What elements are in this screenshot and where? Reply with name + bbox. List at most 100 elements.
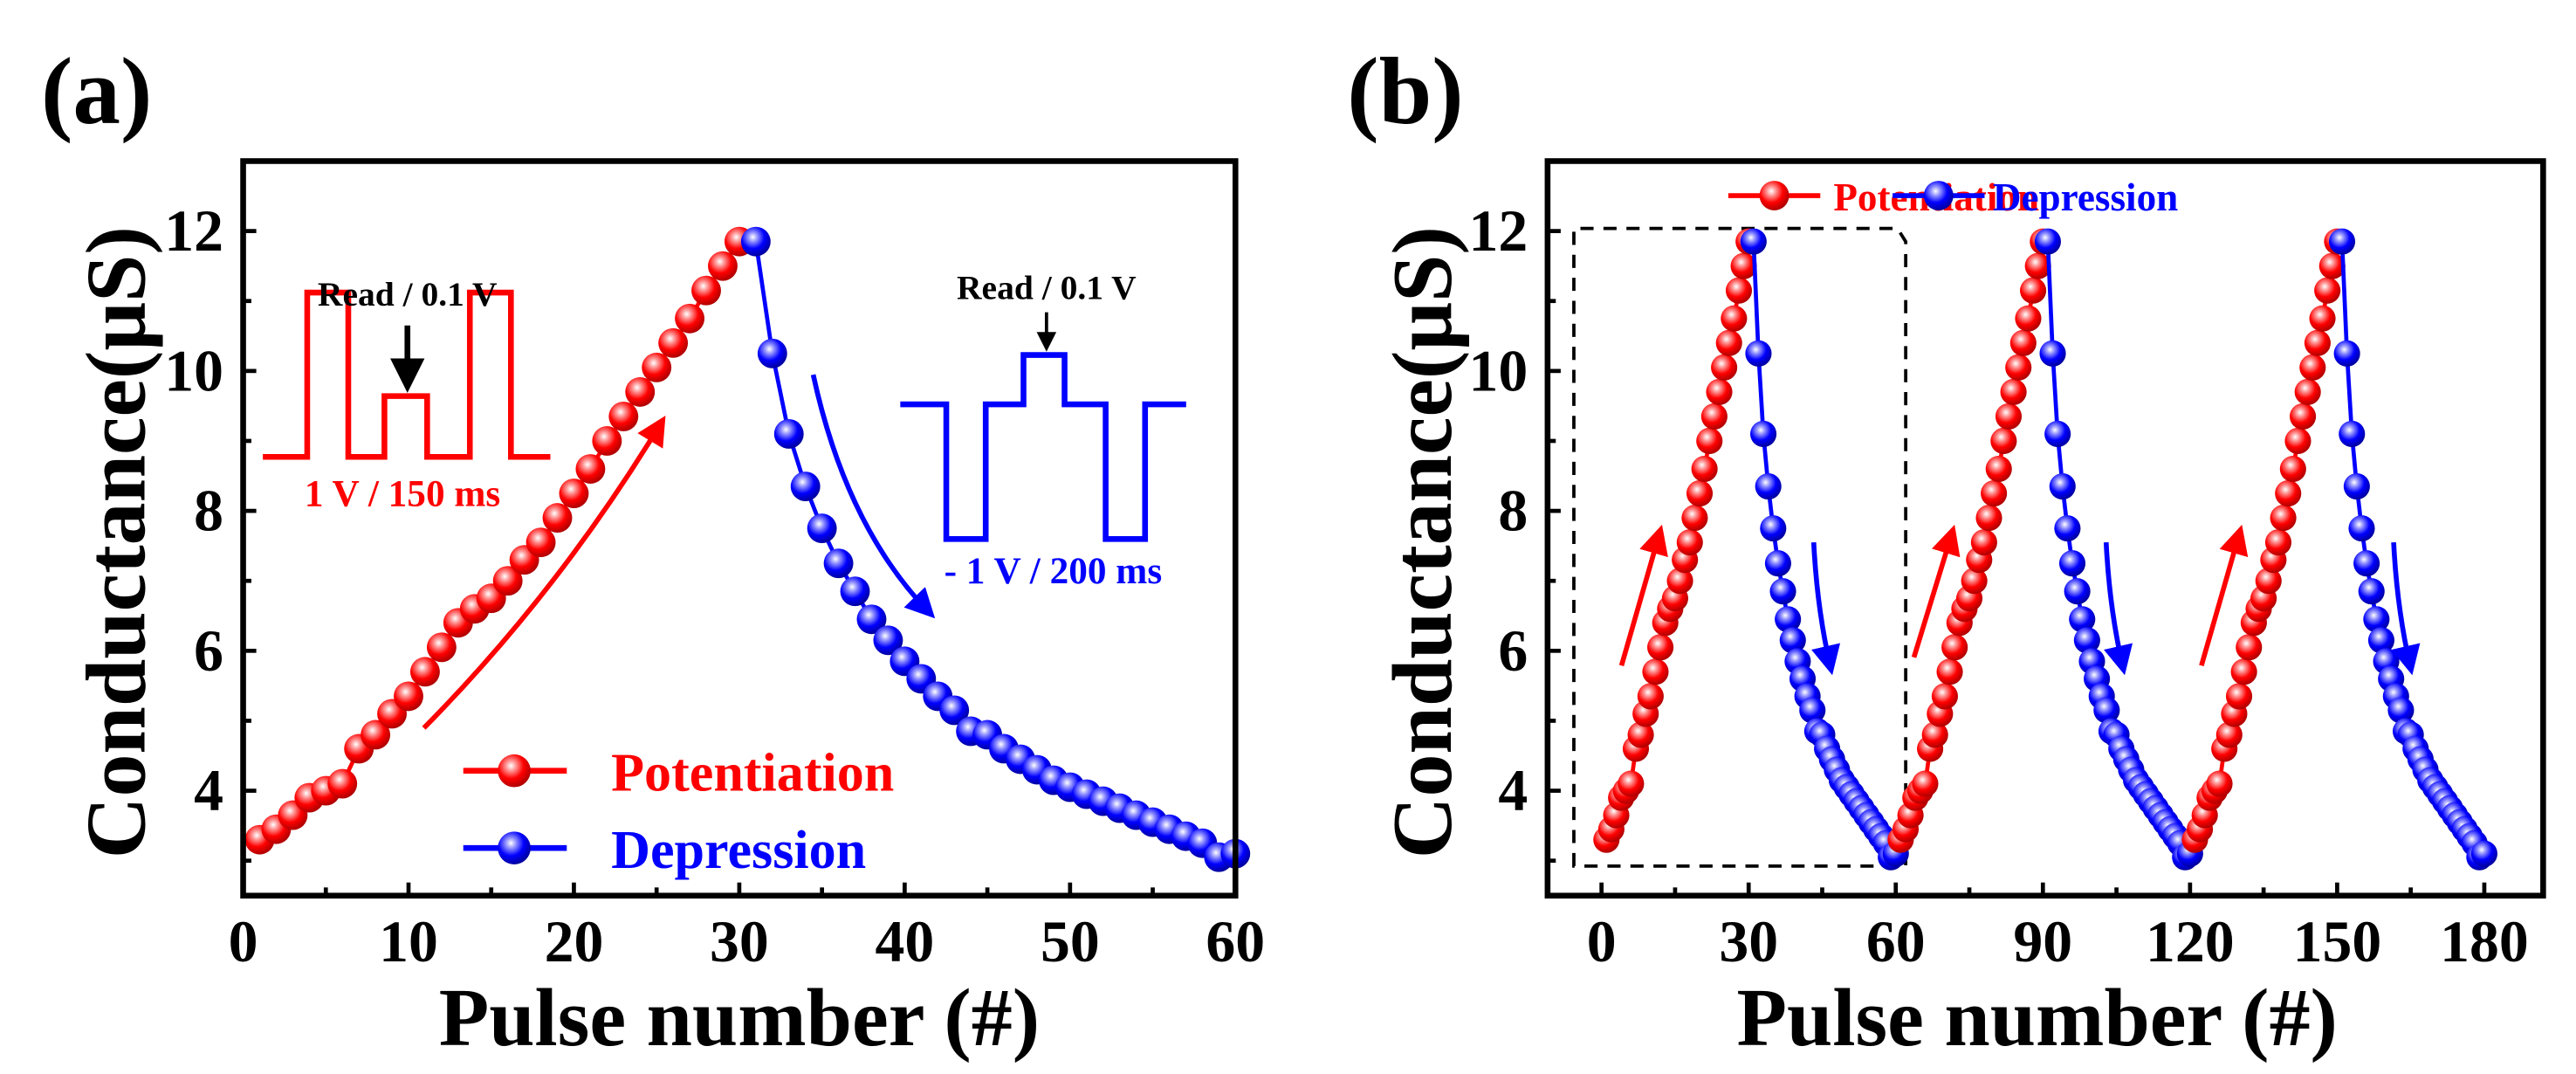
data-point-depression (2353, 550, 2380, 577)
legend-depression-marker (498, 831, 531, 864)
panel-a-plot: 0 10 20 30 40 50 60 4 6 8 10 12 (164, 158, 1265, 974)
potentiation-trend-arrow (1618, 524, 1668, 667)
data-point-potentiation (2005, 354, 2032, 381)
data-point-depression (873, 625, 903, 656)
data-point-depression (773, 419, 804, 449)
data-point-depression (1750, 420, 1777, 448)
panel-b-plot: 0 30 60 90 120 150 180 4 6 8 10 12 (1469, 158, 2546, 974)
data-point-potentiation (1985, 455, 2012, 483)
panel-b-legend: Potentiation Depression (1728, 176, 2178, 219)
data-point-depression (1799, 697, 1826, 724)
data-point-potentiation (1975, 505, 2002, 532)
panel-a-legend: Potentiation Depression (463, 743, 894, 880)
data-point-depression (790, 472, 821, 501)
data-point-potentiation (1696, 427, 1723, 455)
data-point-potentiation (1637, 683, 1664, 710)
data-point-potentiation (2225, 683, 2253, 710)
data-point-potentiation (2024, 252, 2051, 279)
x-tick-label: 30 (1719, 909, 1778, 974)
plot-frame (240, 158, 1239, 899)
data-point-depression (2054, 515, 2081, 542)
legend-b-depression-marker (1923, 181, 1954, 210)
data-point-potentiation (658, 327, 689, 358)
data-point-potentiation (1706, 378, 1733, 405)
data-point-potentiation (492, 566, 523, 596)
first-cycle-dashed-box (1572, 226, 1908, 868)
data-point-potentiation (2015, 305, 2042, 332)
x-tick-label: 10 (379, 909, 438, 974)
data-point-depression (856, 604, 887, 635)
panel-a-label: (a) (41, 38, 152, 144)
data-point-potentiation (1647, 634, 1674, 661)
x-tick-label: 50 (1041, 909, 1100, 974)
data-point-depression (2348, 515, 2375, 542)
y-tick-label: 6 (1498, 618, 1528, 684)
panel-b-label: (b) (1347, 38, 1463, 144)
data-point-depression (2044, 420, 2071, 448)
data-point-depression (2333, 340, 2360, 367)
data-point-potentiation (2279, 455, 2306, 483)
x-tick-label: 40 (875, 909, 934, 974)
x-tick-label: 20 (545, 909, 604, 974)
data-point-depression (1755, 472, 1782, 500)
data-point-potentiation (1627, 721, 1654, 748)
data-point-potentiation (625, 376, 656, 407)
data-point-potentiation (526, 527, 556, 558)
data-point-potentiation (2284, 427, 2312, 455)
x-tick-label: 60 (1866, 909, 1926, 974)
data-point-potentiation (2020, 277, 2047, 304)
data-point-potentiation (2000, 378, 2027, 405)
data-point-potentiation (2230, 658, 2257, 685)
data-point-potentiation (2264, 529, 2292, 556)
data-point-potentiation (2009, 329, 2037, 356)
data-point-depression (1775, 606, 1802, 633)
data-point-potentiation (1618, 770, 1645, 797)
data-point-depression (1779, 627, 1806, 654)
y-tick-label: 4 (1498, 758, 1528, 823)
panel-b-y-title: Conductance(μS) (1376, 226, 1470, 858)
x-tick-label: 180 (2440, 909, 2529, 974)
legend-b-depression-label: Depression (1993, 176, 2178, 219)
pot-pulse-label: 1 V / 150 ms (305, 473, 500, 515)
data-point-potentiation (2270, 505, 2297, 532)
data-point-depression (1760, 515, 1787, 542)
data-point-depression (2064, 578, 2091, 605)
data-point-depression (2387, 697, 2415, 724)
data-point-depression (2328, 228, 2356, 255)
data-point-potentiation (394, 681, 423, 712)
data-point-potentiation (1715, 329, 1742, 356)
data-point-depression (1745, 340, 1772, 367)
data-point-potentiation (1936, 658, 1963, 685)
dep-pulse-waveform (900, 352, 1186, 542)
data-point-depression (2058, 550, 2086, 577)
data-point-depression (823, 548, 854, 579)
data-point-potentiation (1711, 354, 1738, 381)
data-point-depression (2339, 420, 2366, 448)
data-point-potentiation (592, 426, 622, 456)
data-point-potentiation (426, 632, 457, 663)
data-point-potentiation (2318, 252, 2346, 279)
data-point-potentiation (2206, 770, 2233, 797)
data-point-depression (2073, 627, 2100, 654)
data-point-potentiation (608, 401, 639, 431)
data-point-potentiation (675, 303, 705, 334)
y-tick-label: 12 (164, 198, 223, 264)
data-point-depression (2069, 606, 2096, 633)
data-point-potentiation (542, 503, 573, 534)
data-point-potentiation (1681, 505, 1708, 532)
x-tick-label: 60 (1206, 909, 1265, 974)
data-point-potentiation (1721, 305, 1748, 332)
y-tick-label: 6 (194, 618, 223, 684)
data-point-potentiation (327, 768, 358, 799)
data-point-depression (2093, 697, 2120, 724)
data-point-depression (2367, 627, 2395, 654)
data-point-potentiation (642, 352, 672, 382)
panel-b-x-title: Pulse number (#) (1737, 973, 2338, 1064)
plot-frame (1544, 158, 2546, 899)
potentiation-trend-arrow (422, 415, 666, 730)
data-point-potentiation (1666, 568, 1693, 595)
data-point-potentiation (708, 251, 738, 281)
x-tick-label: 120 (2146, 909, 2235, 974)
x-tick-label: 90 (2013, 909, 2072, 974)
